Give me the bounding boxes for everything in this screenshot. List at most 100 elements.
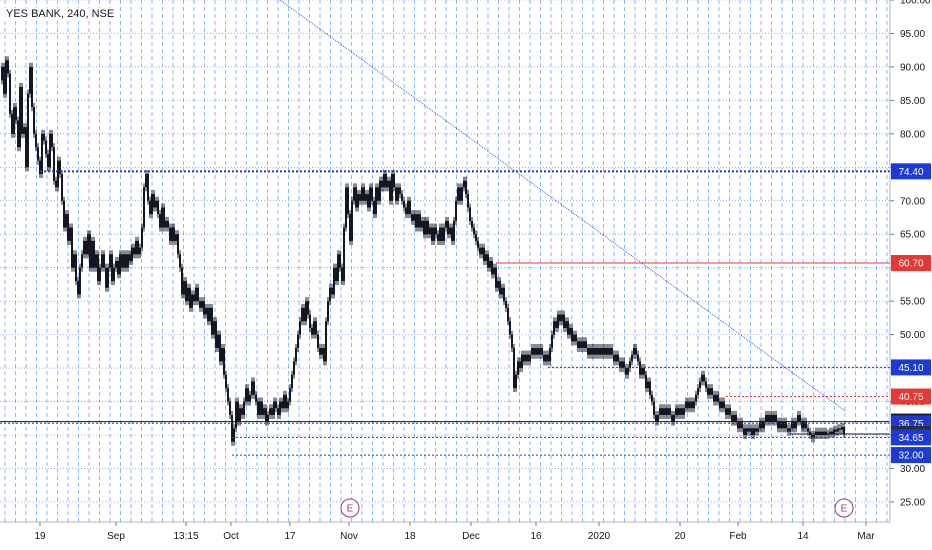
candle-body — [561, 314, 563, 322]
candle-body — [527, 354, 529, 362]
candle-body — [255, 394, 257, 402]
candle-body — [747, 428, 749, 432]
candle-body — [159, 214, 161, 228]
candle-body — [157, 200, 159, 215]
candle-body — [699, 381, 701, 389]
candle-body — [401, 194, 403, 201]
candle-body — [33, 107, 35, 134]
candle-body — [663, 408, 665, 415]
candle-body — [349, 214, 351, 241]
candle-body — [279, 401, 281, 415]
candle-body — [665, 408, 667, 415]
candle-body — [263, 408, 265, 415]
candle-body — [267, 414, 269, 422]
candle-body — [753, 428, 755, 435]
candle-body — [507, 307, 509, 322]
candle-body — [825, 431, 827, 435]
candle-body — [593, 348, 595, 355]
candle-body — [5, 60, 7, 94]
candle-body — [15, 107, 17, 121]
candle-body — [89, 234, 91, 268]
candle-body — [449, 227, 451, 235]
candle-body — [571, 327, 573, 342]
candle-body — [823, 431, 825, 435]
candle-body — [313, 321, 315, 335]
price-tick-label: 90.00 — [900, 62, 925, 73]
candle-body — [231, 414, 233, 442]
trendline — [279, 0, 847, 412]
time-tick-label: 2020 — [588, 531, 611, 542]
candle-body — [725, 408, 727, 415]
time-axis[interactable]: 19 Sep 13:15 Oct 17 Nov 18 Dec 16 2020 20 Feb 14 Mar — [0, 521, 890, 550]
candle-body — [419, 214, 421, 228]
candle-body — [351, 200, 353, 241]
candle-body — [381, 180, 383, 188]
candle-body — [217, 334, 219, 348]
candle-body — [31, 66, 33, 108]
candle-body — [277, 408, 279, 415]
candle-body — [765, 414, 767, 422]
price-axis[interactable]: 25.0030.0035.0040.0045.0050.0055.0060.00… — [889, 0, 932, 550]
candle-body — [393, 174, 395, 188]
candle-body — [219, 334, 221, 362]
candle-body — [117, 261, 119, 275]
candle-body — [203, 301, 205, 315]
candle-body — [445, 220, 447, 228]
time-tick-label: Mar — [857, 531, 875, 542]
candle-body — [27, 93, 29, 168]
candle-body — [69, 227, 71, 241]
candle-body — [65, 214, 67, 228]
candle-body — [483, 247, 485, 261]
candle-body — [605, 348, 607, 355]
candle-body — [129, 254, 131, 261]
candle-body — [585, 341, 587, 348]
price-tick-label: 70.00 — [900, 196, 925, 207]
candle-body — [29, 66, 31, 94]
candle-body — [211, 307, 213, 335]
candle-body — [215, 321, 217, 348]
candle-body — [271, 408, 273, 415]
candle-body — [135, 240, 137, 255]
candle-body — [735, 414, 737, 422]
candle-body — [87, 234, 89, 255]
candle-body — [839, 428, 841, 430]
candle-body — [523, 354, 525, 362]
candle-body — [629, 361, 631, 369]
candle-body — [183, 281, 185, 295]
candle-body — [637, 354, 639, 362]
candle-body — [597, 348, 599, 355]
candle-body — [25, 127, 27, 168]
candle-body — [713, 394, 715, 402]
candle-body — [151, 194, 153, 215]
candle-body — [213, 321, 215, 335]
candle-body — [19, 87, 21, 148]
candle-body — [321, 348, 323, 355]
candle-body — [761, 421, 763, 429]
candle-body — [695, 394, 697, 402]
candle-body — [719, 401, 721, 409]
trendline-line — [279, 0, 847, 412]
candle-body — [227, 388, 229, 402]
candle-body — [709, 388, 711, 395]
candle-body — [147, 174, 149, 201]
price-tick-label: 85.00 — [900, 96, 925, 107]
candle-body — [691, 401, 693, 409]
candle-body — [581, 341, 583, 348]
candle-body — [693, 401, 695, 409]
candle-body — [469, 207, 471, 221]
candle-body — [269, 408, 271, 415]
candle-body — [683, 408, 685, 415]
candle-body — [315, 321, 317, 335]
candle-body — [47, 153, 49, 168]
level-price-label: 45.10 — [898, 363, 923, 374]
candle-body — [223, 348, 225, 375]
candle-body — [387, 180, 389, 188]
level-price-label-bg — [891, 447, 931, 464]
candle-body — [353, 187, 355, 201]
candle-body — [659, 408, 661, 415]
candle-body — [589, 348, 591, 355]
candle-body — [633, 348, 635, 355]
candle-body — [59, 160, 61, 174]
time-tick-label: 18 — [404, 531, 416, 542]
